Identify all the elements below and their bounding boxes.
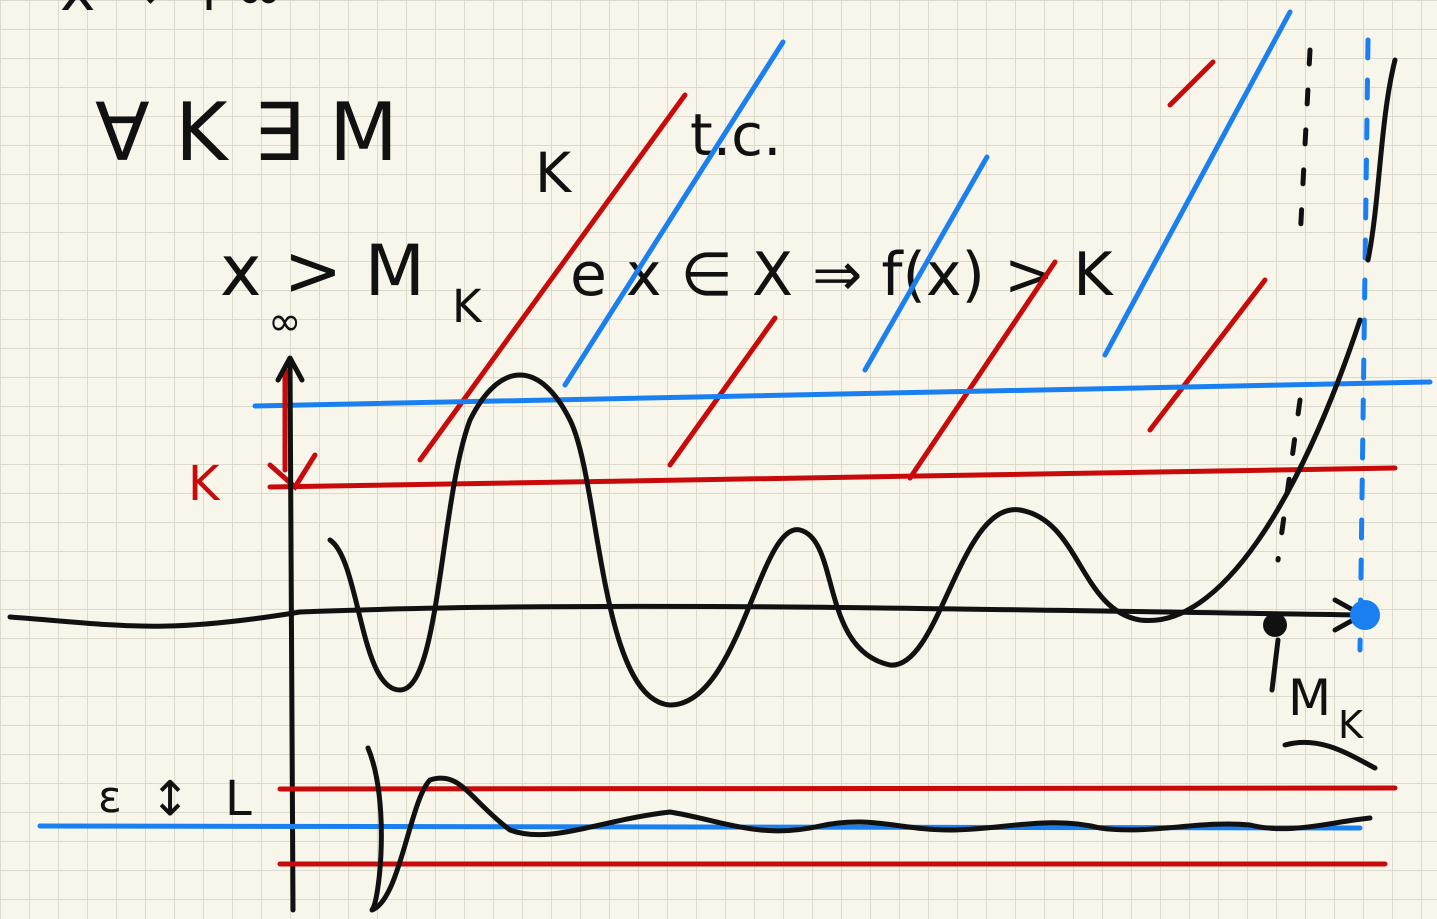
infinity-label: ∞ xyxy=(268,299,301,345)
subscript: K xyxy=(452,280,483,333)
upper-level xyxy=(255,382,1430,406)
m-subscript: K xyxy=(1338,703,1364,747)
page: x → +∞ ∀ K ∃ M K t.c. x > M K e x ∈ X ⇒ … xyxy=(0,0,1437,919)
dashed-blue xyxy=(1360,40,1368,650)
condition-start: x > M xyxy=(220,230,425,312)
l-label: L xyxy=(225,771,252,827)
k-level xyxy=(270,468,1395,487)
epsilon-label: ε xyxy=(98,772,122,823)
epsilon-arrow: ↕ xyxy=(150,771,190,827)
x-axis xyxy=(10,600,1362,630)
bracket xyxy=(1368,60,1395,260)
subscript: K xyxy=(535,141,573,205)
partial-line: x → +∞ xyxy=(60,0,284,25)
such-that: t.c. xyxy=(690,101,782,169)
quantifiers: ∀ K ∃ M xyxy=(95,86,398,179)
infinity-point xyxy=(1350,600,1380,630)
k-label: K xyxy=(188,456,221,512)
function-curve xyxy=(330,320,1360,705)
m-point xyxy=(1263,613,1287,637)
m-label: M xyxy=(1288,669,1331,727)
note-canvas: x → +∞ ∀ K ∃ M K t.c. x > M K e x ∈ X ⇒ … xyxy=(0,0,1437,919)
